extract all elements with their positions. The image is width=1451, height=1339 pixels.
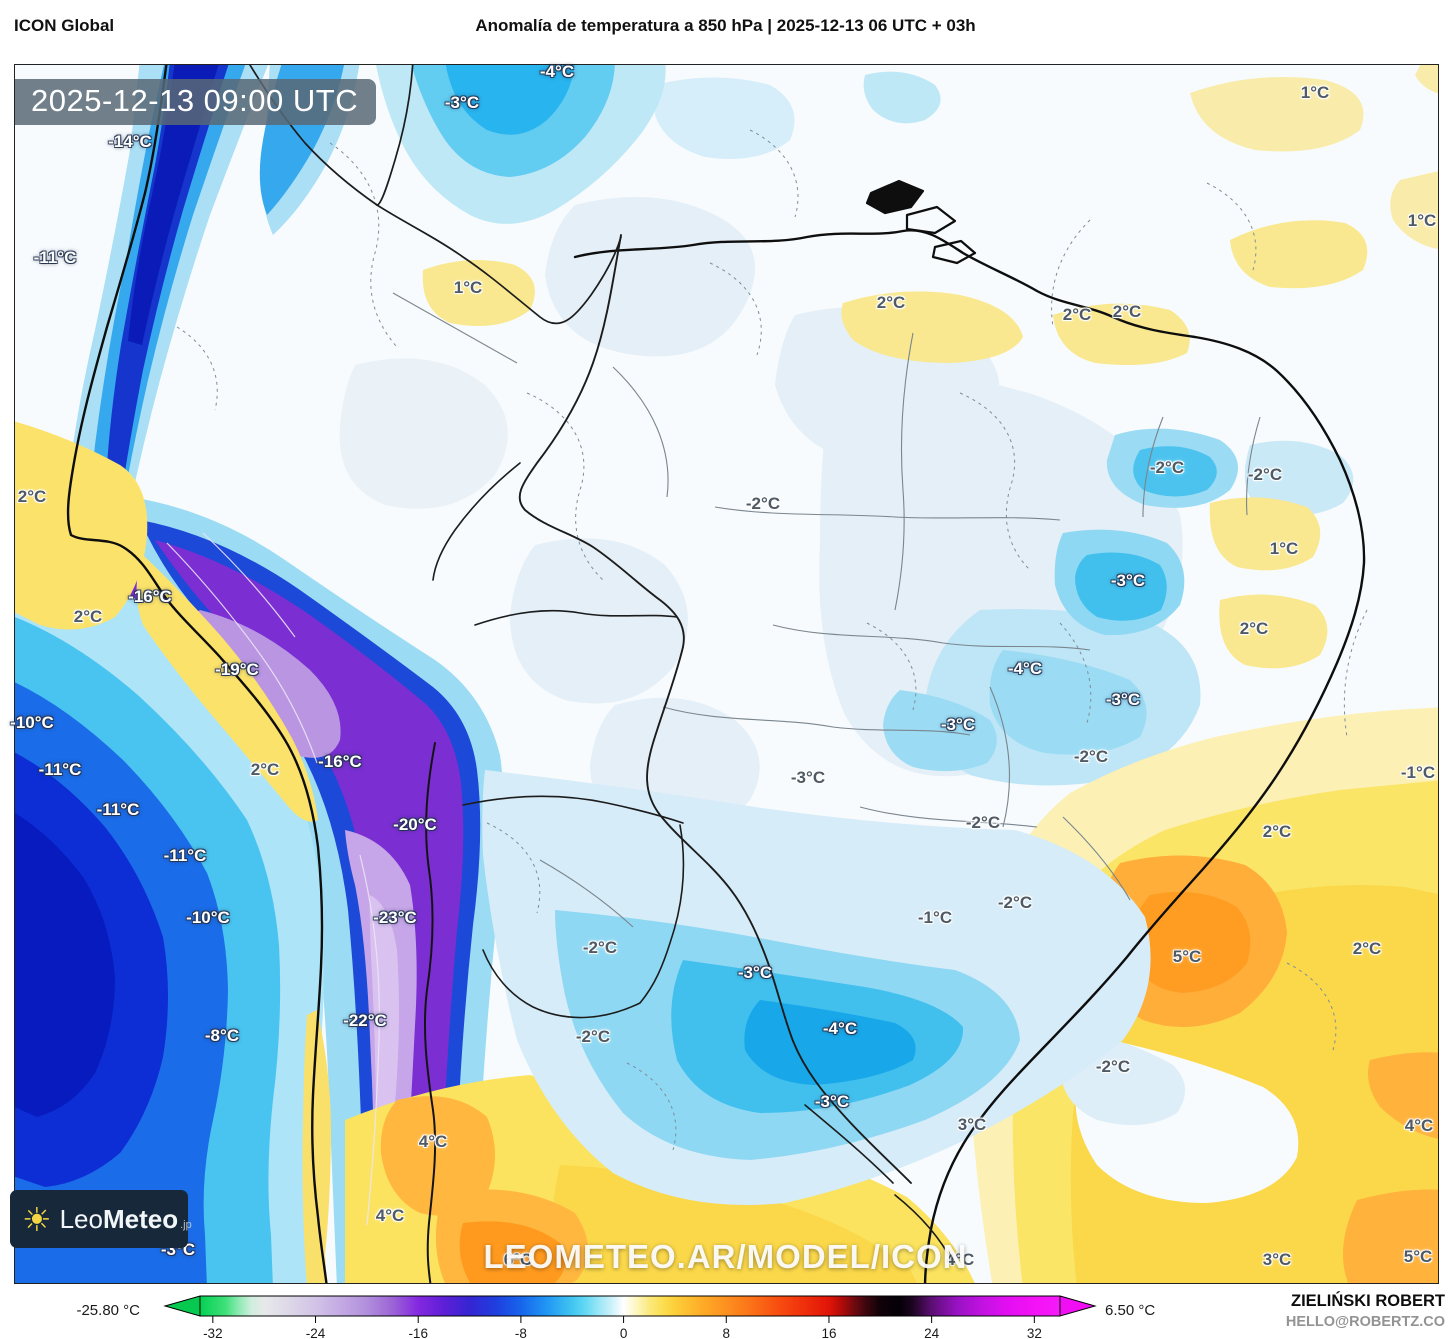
svg-text:24: 24: [924, 1326, 940, 1339]
pacific-cold-pool: [15, 531, 327, 1283]
watermark: LEOMETEO.AR/MODEL/ICON: [483, 1238, 968, 1275]
dotted-contours: [176, 129, 1368, 1151]
svg-text:-16: -16: [408, 1326, 428, 1339]
svg-text:-8: -8: [515, 1326, 527, 1339]
northeast-cold-pockets: [883, 428, 1354, 786]
svg-text:32: 32: [1027, 1326, 1042, 1339]
map-canvas: [15, 65, 1438, 1283]
cold-core-contours: [166, 532, 380, 1226]
warm-anomaly-regions: [15, 65, 1438, 1283]
svg-text:16: 16: [821, 1326, 836, 1339]
colorbar-max-label: 6.50 °C: [1105, 1302, 1156, 1319]
map-frame: 2025-12-13 09:00 UTC: [14, 64, 1439, 1284]
south-central-cold-region: [482, 770, 1151, 1205]
country-borders: [66, 65, 1366, 1283]
credit-author: ZIELIŃSKI ROBERT: [1290, 1292, 1445, 1310]
colorbar-right-arrow: [1059, 1295, 1097, 1317]
state-boundaries: [392, 292, 1261, 928]
svg-text:0: 0: [620, 1326, 628, 1339]
sun-icon: ☀: [22, 1200, 52, 1238]
svg-text:-32: -32: [203, 1326, 223, 1339]
colorbar-ticks: -32 -24 -16 -8 0 8 16 24 32: [203, 1316, 1042, 1339]
colorbar-left-arrow: [163, 1295, 201, 1317]
svg-text:-24: -24: [306, 1326, 326, 1339]
credit-contact: HELLO@ROBERTZ.CO: [1285, 1314, 1445, 1330]
north-cold-region: [376, 65, 666, 224]
model-name: ICON Global: [14, 16, 115, 35]
logo-text: Leo Meteo .jp: [59, 1203, 192, 1234]
svg-text:8: 8: [723, 1326, 731, 1339]
page-title: Anomalía de temperatura a 850 hPa | 2025…: [475, 16, 976, 35]
colorbar-min-label: -25.80 °C: [76, 1302, 140, 1319]
andes-extreme-cold-region: [115, 495, 505, 1283]
timestamp-badge: 2025-12-13 09:00 UTC: [15, 79, 377, 125]
colorbar: -32 -24 -16 -8 0 8 16 24 32: [150, 1294, 1100, 1339]
leometeo-logo: ☀ Leo Meteo .jp: [10, 1190, 192, 1248]
